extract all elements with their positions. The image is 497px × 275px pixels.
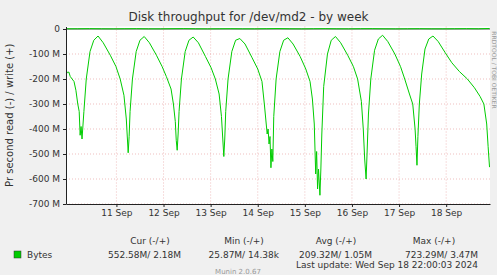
y-tick: -300 M	[29, 99, 66, 109]
stats-value: 209.32M/ 1.05M	[299, 250, 372, 260]
x-grid-line	[257, 27, 258, 205]
y-tick-label: -500 M	[29, 149, 60, 159]
y-tick-mark	[63, 29, 66, 30]
x-tick-mark	[446, 204, 447, 207]
y-tick-label: -400 M	[29, 124, 60, 134]
x-grid-line	[304, 27, 305, 205]
x-tick: 17 Sep	[384, 204, 416, 218]
y-tick-label: -600 M	[29, 174, 60, 184]
stats-header: Avg (-/+)	[316, 236, 356, 246]
x-tick-label: 15 Sep	[290, 208, 322, 218]
y-tick-label: -200 M	[29, 74, 60, 84]
y-tick-mark	[63, 204, 66, 205]
x-tick-mark	[352, 204, 353, 207]
legend-swatch	[14, 251, 21, 258]
x-grid-line	[210, 27, 211, 205]
x-tick: 13 Sep	[195, 204, 227, 218]
plot-area	[66, 27, 490, 205]
x-tick-mark	[164, 204, 165, 207]
y-tick: -100 M	[29, 49, 66, 59]
x-tick-label: 14 Sep	[243, 208, 275, 218]
y-grid-line	[66, 179, 490, 180]
x-grid-line	[163, 27, 164, 205]
y-grid-line	[66, 104, 490, 105]
x-tick: 14 Sep	[243, 204, 275, 218]
title: Disk throughput for /dev/md2 - by week	[129, 10, 369, 24]
stats-value: 723.29M/ 3.47M	[405, 250, 478, 260]
y-axis: 0 -100 M -200 M -300 M -400 M -500 M -600 M -70…	[29, 24, 67, 209]
y-tick-mark	[63, 154, 66, 155]
y-tick: -200 M	[29, 74, 66, 84]
y-grid-line	[66, 204, 490, 205]
y-tick-label: -100 M	[29, 49, 60, 59]
y-tick-mark	[63, 104, 66, 105]
y-tick-mark	[63, 54, 66, 55]
grid	[66, 27, 490, 205]
y-grid-line	[66, 29, 490, 30]
x-tick-label: 11 Sep	[101, 208, 133, 218]
series-line	[66, 35, 490, 195]
stats-header: Max (-/+)	[413, 236, 455, 246]
x-tick-label: 17 Sep	[384, 208, 416, 218]
y-grid-line	[66, 154, 490, 155]
stats-header: Cur (-/+)	[130, 236, 169, 246]
y-tick-mark	[63, 79, 66, 80]
x-grid-line	[399, 27, 400, 205]
x-tick: 18 Sep	[431, 204, 463, 218]
stats-header: Min (-/+)	[224, 236, 264, 246]
series-line	[66, 28, 490, 29]
x-tick-label: 12 Sep	[148, 208, 180, 218]
x-tick-mark	[258, 204, 259, 207]
x-grid-line	[351, 27, 352, 205]
x-tick: 16 Sep	[337, 204, 369, 218]
watermark: RRDTOOL / TOBI OETIKER	[491, 31, 497, 108]
x-grid-line	[116, 27, 117, 205]
x-tick-label: 13 Sep	[195, 208, 227, 218]
y-tick-mark	[63, 179, 66, 180]
x-axis: 11 Sep 12 Sep 13 Sep 14 Sep 15 Sep 16 Sep 17 S…	[67, 204, 491, 218]
x-tick: 11 Sep	[101, 204, 133, 218]
y-tick: 0	[54, 24, 66, 34]
credit: Munin 2.0.67	[215, 268, 261, 275]
y-tick-label: -700 M	[29, 199, 60, 209]
last-update: Last update: Wed Sep 18 22:00:03 2024	[296, 260, 478, 270]
x-tick-label: 18 Sep	[431, 208, 463, 218]
marks	[66, 28, 490, 195]
y-tick: -700 M	[29, 199, 66, 209]
y-tick-label: 0	[54, 24, 60, 34]
y-tick-mark	[63, 129, 66, 130]
x-tick-mark	[116, 204, 117, 207]
y-tick: -400 M	[29, 124, 66, 134]
x-tick: 12 Sep	[148, 204, 180, 218]
y-tick-label: -300 M	[29, 99, 60, 109]
x-tick-mark	[399, 204, 400, 207]
x-tick-label: 16 Sep	[337, 208, 369, 218]
x-tick: 15 Sep	[290, 204, 322, 218]
x-axis-line	[67, 204, 491, 205]
stats-value: 552.58M/ 2.18M	[108, 250, 181, 260]
y-axis-line	[66, 27, 67, 205]
chart: 0 -100 M -200 M -300 M -400 M -500 M -600 M -70…	[0, 0, 497, 275]
y-grid-line	[66, 54, 490, 55]
x-tick-mark	[211, 204, 212, 207]
y-tick: -500 M	[29, 149, 66, 159]
y-axis-title: Pr second read (-) / write (+)	[4, 43, 15, 186]
y-grid-line	[66, 79, 490, 80]
y-tick: -600 M	[29, 174, 66, 184]
background	[0, 0, 497, 275]
stats-value: 25.87M/ 14.38k	[209, 250, 280, 260]
legend-entry: Bytes	[27, 250, 53, 260]
x-tick-mark	[305, 204, 306, 207]
